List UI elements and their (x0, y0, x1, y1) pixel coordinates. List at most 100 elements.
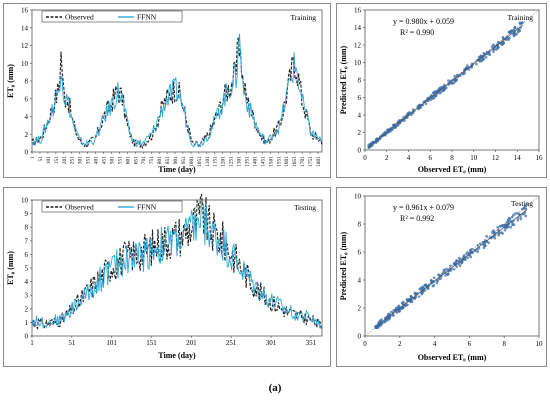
scatter-point (462, 254, 466, 257)
scatter-point (468, 248, 472, 252)
y-axis-label: Predicted ET₀ (mm) (339, 45, 348, 114)
plot-area (31, 199, 323, 337)
legend: Observed FFNN (41, 10, 183, 23)
y-axis-label: Predicted ET₀ (mm) (339, 231, 348, 300)
regression-equation: y = 0.961x + 0.079 (393, 203, 454, 212)
scatter-point (398, 310, 401, 313)
scatter-point (507, 38, 510, 41)
scatter-point (466, 64, 469, 67)
scatter-point (401, 301, 404, 305)
scatter-point (449, 269, 452, 272)
scatter-point (437, 87, 441, 90)
x-tick-label: 851 (165, 156, 171, 165)
y-tick-label: 10 (21, 197, 29, 205)
scatter-point (436, 279, 439, 283)
scatter-point (507, 225, 510, 229)
x-tick-label: 201 (186, 339, 197, 347)
scatter-point (377, 321, 380, 324)
x-tick-label: 1451 (260, 156, 266, 167)
scatter-point (518, 29, 521, 33)
scatter-point (457, 262, 461, 266)
x-tick-label: 1 (30, 339, 34, 347)
scatter-point (407, 111, 410, 115)
scatter-point (516, 219, 520, 222)
y-tick-label: 2 (358, 129, 362, 137)
y-tick-label: 8 (25, 78, 29, 86)
x-tick-label: 1801 (316, 156, 322, 167)
x-tick-label: 14 (514, 154, 522, 162)
y-tick-label: 7 (25, 237, 29, 245)
scatter-point (477, 55, 481, 59)
scatter-point (511, 223, 514, 227)
x-tick-label: 8 (450, 154, 454, 162)
x-tick-label: 451 (102, 156, 108, 165)
x-tick-label: 12 (492, 154, 500, 162)
scatter-point (440, 85, 444, 89)
scatter-point (510, 215, 514, 219)
scatter-point (409, 294, 413, 298)
scatter-point (511, 214, 515, 217)
y-axis-label: ET₀ (mm) (6, 251, 15, 285)
x-tick-label: 351 (306, 339, 317, 347)
plot-area (364, 195, 540, 337)
training-scatter-chart: 0 2 4 6 8 10 12 14 16 Predicted ET₀ (mm) Observed … (339, 7, 543, 175)
scatter-point (466, 251, 469, 254)
legend-entry-ffnn: FFNN (137, 13, 157, 22)
scatter-point (443, 268, 447, 272)
scatter-point (513, 212, 517, 215)
scatter-point (388, 316, 391, 320)
y-tick-label: 6 (358, 249, 362, 257)
x-tick-label: 1101 (205, 156, 211, 167)
x-tick-label: 1551 (276, 156, 282, 167)
scatter-point (517, 212, 521, 216)
scatter-point (495, 48, 498, 51)
scatter-point (453, 261, 456, 265)
scatter-point (487, 241, 491, 245)
x-tick-label: 501 (109, 156, 115, 165)
y-tick-label: 8 (358, 221, 362, 229)
scatter-point (475, 62, 478, 66)
scatter-point (480, 59, 483, 63)
x-tick-label: 701 (141, 156, 147, 165)
y-tick-label: 6 (358, 94, 362, 102)
scatter-point (411, 108, 415, 111)
scatter-point (478, 242, 482, 246)
scatter-point (509, 225, 513, 229)
x-tick-label: 101 (106, 339, 117, 347)
x-tick-label: 51 (38, 156, 44, 162)
x-tick-label: 301 (78, 156, 84, 165)
y-tick-label: 12 (21, 42, 29, 50)
panel-label: Testing (511, 199, 533, 208)
scatter-point (379, 323, 382, 326)
x-tick-label: 651 (133, 156, 139, 165)
x-tick-label: 901 (173, 156, 179, 165)
x-tick-label: 801 (157, 156, 163, 165)
y-tick-label: 2 (25, 131, 29, 139)
scatter-point (429, 279, 433, 282)
y-tick-label: 14 (21, 24, 29, 32)
x-tick-label: 10 (536, 340, 544, 348)
x-tick-label: 601 (125, 156, 131, 165)
y-tick-label: 12 (354, 42, 362, 50)
legend-box (41, 10, 183, 23)
r-squared: R² = 0.992 (400, 214, 434, 223)
x-tick-label: 4 (407, 154, 411, 162)
x-tick-label: 2 (385, 154, 389, 162)
scatter-point (419, 286, 423, 290)
x-tick-label: 151 (146, 339, 157, 347)
y-tick-label: 9 (25, 210, 29, 218)
x-tick-label: 10 (470, 154, 478, 162)
y-tick-label: 4 (25, 113, 29, 121)
scatter-point (406, 303, 409, 307)
scatter-point (492, 43, 495, 46)
scatter-point (432, 276, 436, 279)
y-tick-label: 4 (358, 277, 362, 285)
scatter-point (438, 274, 441, 277)
scatter-point (385, 318, 389, 321)
scatter-point (469, 255, 473, 259)
x-tick-label: 6 (468, 340, 472, 348)
figure-caption: (a) (268, 382, 282, 394)
scatter-point (427, 287, 430, 290)
scatter-point (496, 46, 500, 49)
y-tick-label: 6 (25, 251, 29, 259)
